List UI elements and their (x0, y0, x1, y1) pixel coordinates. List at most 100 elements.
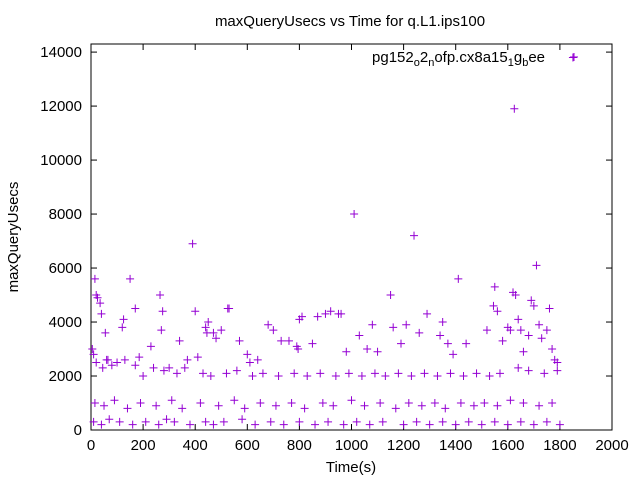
data-point-189 (352, 417, 361, 426)
data-point-146 (256, 399, 265, 408)
data-point-153 (360, 401, 369, 410)
data-point-104 (172, 369, 181, 378)
data-point-10 (107, 361, 116, 370)
data-point-138 (136, 399, 145, 408)
y-tick-label-0: 0 (74, 422, 82, 439)
data-point-26 (193, 353, 202, 362)
data-point-88 (532, 261, 541, 270)
x-tick-label-8: 1600 (491, 437, 524, 454)
data-point-107 (206, 372, 215, 381)
data-point-91 (542, 326, 551, 335)
data-point-202 (529, 420, 538, 429)
data-point-63 (410, 231, 419, 240)
data-point-182 (251, 420, 260, 429)
chart-title: maxQueryUsecs vs Time for q.L1.ips100 (215, 13, 485, 30)
data-point-144 (230, 396, 239, 405)
data-point-152 (347, 396, 356, 405)
data-point-103 (159, 366, 168, 375)
data-point-147 (271, 401, 280, 410)
y-tick-label-4: 8000 (49, 206, 82, 223)
x-tick-label-2: 400 (183, 437, 208, 454)
data-point-122 (407, 372, 416, 381)
data-point-175 (162, 415, 171, 424)
data-point-55 (355, 331, 364, 340)
data-point-184 (279, 420, 288, 429)
data-point-21 (165, 363, 174, 372)
data-point-38 (253, 355, 262, 364)
data-point-149 (300, 404, 309, 413)
data-point-167 (548, 399, 557, 408)
data-point-141 (178, 404, 187, 413)
x-tick-label-4: 800 (287, 437, 312, 454)
data-point-131 (524, 366, 533, 375)
data-point-34 (225, 304, 234, 313)
data-point-105 (180, 363, 189, 372)
data-point-97 (92, 358, 101, 367)
data-point-36 (243, 350, 252, 359)
data-point-102 (149, 363, 158, 372)
data-point-148 (287, 399, 296, 408)
data-point-108 (222, 369, 231, 378)
data-point-78 (506, 326, 515, 335)
data-point-198 (477, 420, 486, 429)
data-point-127 (472, 369, 481, 378)
data-point-68 (443, 339, 452, 348)
data-point-86 (527, 296, 536, 305)
x-axis: 0 200 400 600 800 1000 1200 1400 1600 1800 2000 (87, 44, 629, 454)
data-point-84 (519, 347, 528, 356)
data-point-176 (170, 417, 179, 426)
data-point-35 (235, 336, 244, 345)
data-point-53 (342, 347, 351, 356)
data-point-52 (337, 309, 346, 318)
data-point-16 (139, 372, 148, 381)
data-point-162 (480, 399, 489, 408)
data-point-80 (510, 104, 519, 113)
data-point-74 (490, 282, 499, 291)
data-point-61 (396, 339, 405, 348)
data-point-7 (98, 363, 107, 372)
data-point-95 (553, 358, 562, 367)
legend-plus-icon (570, 53, 578, 61)
data-point-1 (89, 350, 98, 359)
y-tick-label-7: 14000 (40, 44, 82, 61)
data-point-112 (274, 372, 283, 381)
data-point-180 (219, 417, 228, 426)
data-point-197 (464, 417, 473, 426)
data-point-101 (131, 361, 140, 370)
data-point-29 (204, 318, 213, 327)
y-tick-label-3: 6000 (49, 260, 82, 277)
data-point-120 (381, 372, 390, 381)
data-point-177 (185, 420, 194, 429)
data-point-4 (93, 293, 102, 302)
legend-series-label: pg152o2nofp.cx8a151gbee (372, 49, 545, 69)
data-point-160 (456, 399, 465, 408)
data-point-159 (441, 404, 450, 413)
data-point-171 (115, 417, 124, 426)
x-tick-label-6: 1200 (387, 437, 420, 454)
data-point-17 (146, 342, 155, 351)
data-point-49 (321, 309, 330, 318)
data-point-201 (516, 417, 525, 426)
data-point-156 (404, 399, 413, 408)
data-point-125 (446, 369, 455, 378)
y-axis: 0 2000 4000 6000 8000 10000 12000 14000 (40, 44, 612, 439)
data-point-166 (535, 401, 544, 410)
data-point-154 (376, 399, 385, 408)
data-point-41 (277, 336, 286, 345)
data-point-130 (514, 363, 523, 372)
data-point-195 (438, 417, 447, 426)
data-point-6 (97, 309, 106, 318)
data-point-82 (514, 315, 523, 324)
data-point-190 (365, 420, 374, 429)
data-point-58 (373, 347, 382, 356)
x-tick-label-5: 1000 (335, 437, 368, 454)
data-point-168 (89, 417, 98, 426)
data-point-19 (157, 326, 166, 335)
data-point-42 (284, 336, 293, 345)
data-point-174 (154, 420, 163, 429)
data-point-25 (191, 307, 200, 316)
data-point-181 (238, 415, 247, 424)
data-point-2 (90, 274, 99, 283)
data-point-0 (88, 345, 97, 354)
